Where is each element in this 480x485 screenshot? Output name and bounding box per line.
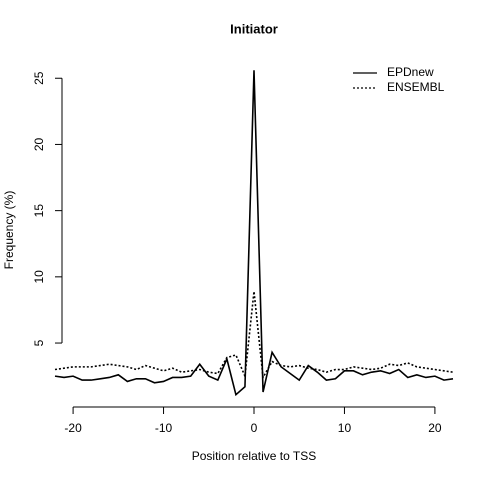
x-tick-label: -20 — [64, 421, 82, 435]
legend-label: EPDnew — [387, 65, 434, 79]
legend-label: ENSEMBL — [387, 80, 445, 94]
x-tick-label: 20 — [428, 421, 442, 435]
x-tick-label: -10 — [155, 421, 173, 435]
y-axis-label: Frequency (%) — [2, 191, 16, 270]
y-tick-label: 10 — [32, 270, 46, 284]
y-tick-label: 15 — [32, 204, 46, 218]
x-tick-label: 0 — [251, 421, 258, 435]
y-tick-label: 25 — [32, 71, 46, 85]
chart-title: Initiator — [230, 21, 278, 36]
x-axis-label: Position relative to TSS — [192, 449, 317, 463]
line-series — [54, 291, 454, 381]
y-tick-label: 5 — [32, 339, 46, 346]
line-series — [54, 70, 454, 397]
x-tick-label: 10 — [338, 421, 352, 435]
y-tick-label: 20 — [32, 137, 46, 151]
